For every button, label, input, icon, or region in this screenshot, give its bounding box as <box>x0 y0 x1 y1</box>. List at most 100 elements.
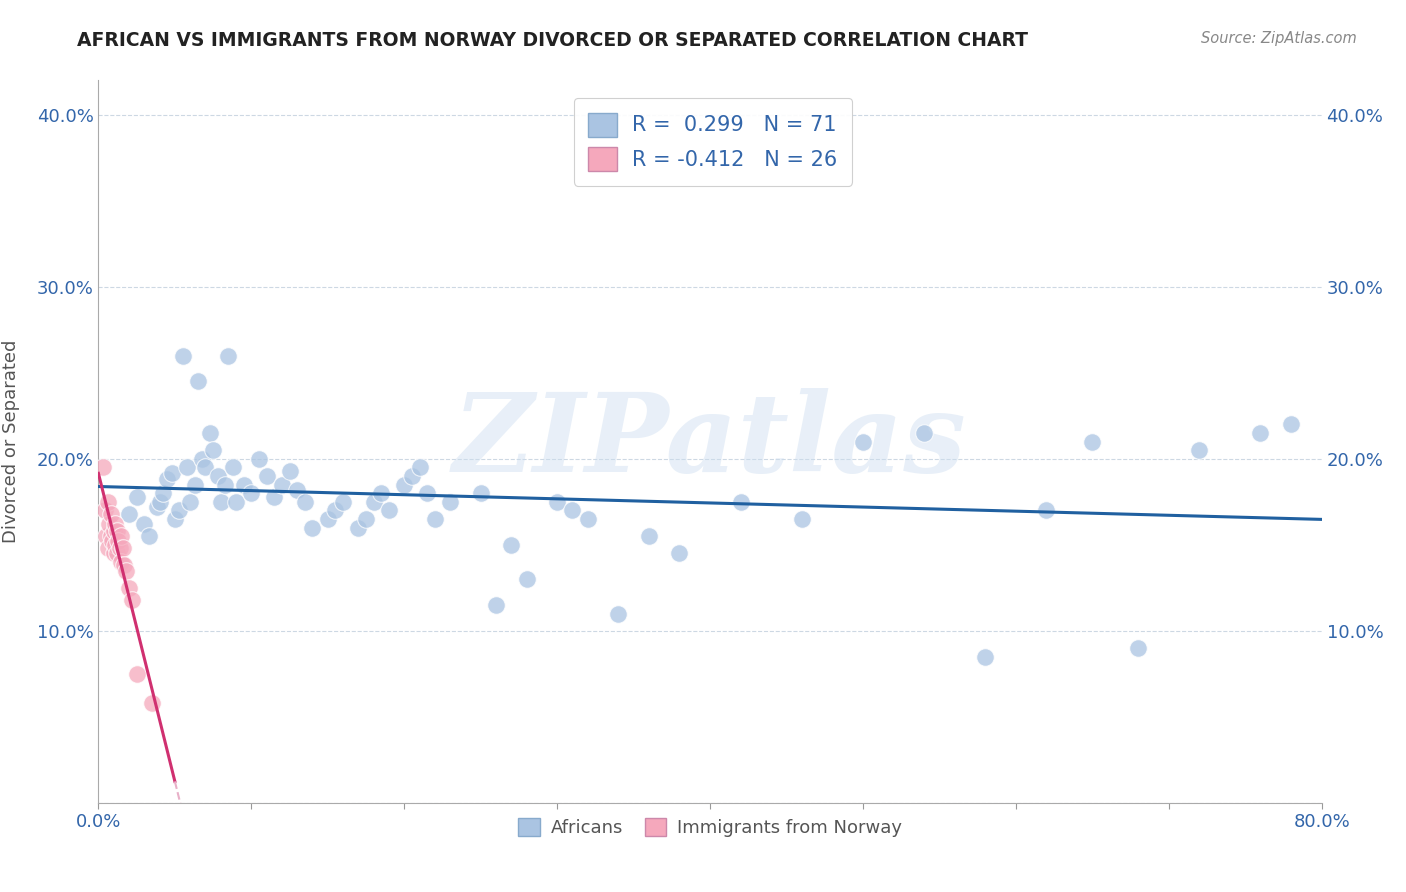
Point <box>104 538 127 552</box>
Point <box>125 666 148 681</box>
Point <box>110 555 132 569</box>
Point <box>516 572 538 586</box>
Point <box>118 581 141 595</box>
Point <box>163 512 186 526</box>
Point <box>194 460 217 475</box>
Point <box>401 469 423 483</box>
Point <box>214 477 236 491</box>
Point <box>97 494 120 508</box>
Point <box>325 503 347 517</box>
Point <box>134 517 156 532</box>
Point <box>225 494 247 508</box>
Point <box>852 434 875 449</box>
Point <box>179 494 201 508</box>
Point <box>105 546 128 560</box>
Point <box>207 469 229 483</box>
Point <box>332 494 354 508</box>
Point <box>607 607 630 621</box>
Point <box>105 524 128 538</box>
Point <box>363 494 385 508</box>
Point <box>103 546 125 560</box>
Point <box>202 443 225 458</box>
Point <box>160 466 183 480</box>
Point <box>439 494 461 508</box>
Point <box>110 529 132 543</box>
Point <box>974 649 997 664</box>
Point <box>1249 425 1271 440</box>
Point <box>423 512 446 526</box>
Point <box>101 534 124 549</box>
Point <box>138 529 160 543</box>
Point <box>112 558 135 573</box>
Point <box>1081 434 1104 449</box>
Point <box>118 507 141 521</box>
Point <box>98 517 121 532</box>
Point <box>316 512 339 526</box>
Point <box>169 503 191 517</box>
Point <box>408 460 430 475</box>
Point <box>121 592 143 607</box>
Point <box>100 529 122 543</box>
Point <box>125 490 148 504</box>
Point <box>108 541 131 556</box>
Point <box>145 500 167 514</box>
Point <box>1188 443 1211 458</box>
Point <box>247 451 270 466</box>
Point <box>294 494 316 508</box>
Point <box>156 472 179 486</box>
Point <box>546 494 568 508</box>
Point <box>278 464 301 478</box>
Point <box>104 517 127 532</box>
Point <box>256 469 278 483</box>
Point <box>187 375 209 389</box>
Point <box>1128 640 1150 655</box>
Point <box>301 520 323 534</box>
Point <box>416 486 439 500</box>
Point <box>176 460 198 475</box>
Text: Source: ZipAtlas.com: Source: ZipAtlas.com <box>1201 31 1357 46</box>
Point <box>172 349 194 363</box>
Point <box>240 486 263 500</box>
Point <box>93 503 115 517</box>
Point <box>232 477 254 491</box>
Point <box>668 546 690 560</box>
Point <box>392 477 416 491</box>
Point <box>152 486 174 500</box>
Point <box>141 696 163 710</box>
Point <box>149 494 172 508</box>
Text: AFRICAN VS IMMIGRANTS FROM NORWAY DIVORCED OR SEPARATED CORRELATION CHART: AFRICAN VS IMMIGRANTS FROM NORWAY DIVORC… <box>77 31 1028 50</box>
Point <box>347 520 370 534</box>
Point <box>485 598 508 612</box>
Point <box>184 477 207 491</box>
Point <box>790 512 813 526</box>
Point <box>198 425 221 440</box>
Point <box>370 486 392 500</box>
Point <box>100 507 122 521</box>
Point <box>285 483 308 497</box>
Point <box>270 477 292 491</box>
Point <box>470 486 492 500</box>
Point <box>263 490 285 504</box>
Point <box>501 538 523 552</box>
Point <box>912 425 935 440</box>
Point <box>1035 503 1057 517</box>
Point <box>561 503 583 517</box>
Point <box>97 541 120 556</box>
Point <box>378 503 401 517</box>
Point <box>191 451 214 466</box>
Y-axis label: Divorced or Separated: Divorced or Separated <box>1 340 20 543</box>
Point <box>94 529 117 543</box>
Point <box>91 460 114 475</box>
Point <box>637 529 661 543</box>
Point <box>209 494 232 508</box>
Point <box>222 460 245 475</box>
Text: ZIPatlas: ZIPatlas <box>453 388 967 495</box>
Point <box>730 494 752 508</box>
Point <box>576 512 599 526</box>
Point <box>217 349 239 363</box>
Point <box>111 541 134 556</box>
Point <box>115 564 138 578</box>
Point <box>103 524 125 538</box>
Legend: Africans, Immigrants from Norway: Africans, Immigrants from Norway <box>510 811 910 845</box>
Point <box>1279 417 1302 432</box>
